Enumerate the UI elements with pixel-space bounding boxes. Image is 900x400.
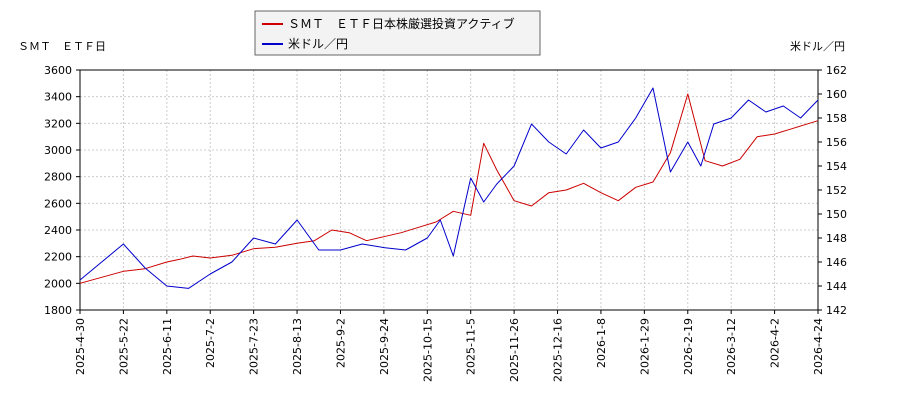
right-tick-label: 160 — [826, 88, 847, 101]
left-tick-label: 2600 — [44, 197, 72, 210]
right-tick-label: 148 — [826, 232, 847, 245]
left-tick-label: 3600 — [44, 64, 72, 77]
plot-area-border — [79, 69, 819, 311]
right-tick-label: 152 — [826, 184, 847, 197]
right-tick-label: 144 — [826, 280, 847, 293]
right-axis: 142 144 146 148 150 152 154 156 158 160 162 — [818, 64, 847, 317]
grid — [79, 69, 819, 311]
x-tick-label: 2026-1-29 — [638, 318, 651, 375]
legend: ＳＭＴ ＥＴＦ日本株厳選投資アクティブ 米ドル／円 — [254, 10, 541, 56]
x-tick-label: 2025-5-22 — [117, 318, 130, 375]
legend-box — [254, 10, 541, 56]
x-tick-label: 2025-7-23 — [248, 318, 261, 375]
x-tick-label: 2025-6-11 — [161, 318, 174, 375]
x-tick-label: 2026-4-24 — [812, 318, 825, 375]
series-line-etf — [79, 93, 819, 284]
right-tick-label: 154 — [826, 160, 847, 173]
x-tick-label: 2025-4-30 — [74, 318, 87, 375]
left-tick-label: 3200 — [44, 117, 72, 130]
legend-label-etf: ＳＭＴ ＥＴＦ日本株厳選投資アクティブ — [288, 16, 515, 31]
x-tick-label: 2026-4-2 — [769, 318, 782, 368]
x-tick-label: 2025-9-24 — [378, 318, 391, 375]
x-tick-label: 2026-2-19 — [682, 318, 695, 375]
x-tick-label: 2025-10-15 — [421, 318, 434, 382]
series — [79, 87, 819, 289]
left-tick-label: 3000 — [44, 144, 72, 157]
left-tick-label: 2800 — [44, 171, 72, 184]
left-tick-label: 1800 — [44, 304, 72, 317]
left-tick-label: 2200 — [44, 251, 72, 264]
left-axis: 1800 2000 2200 2400 2600 2800 3000 3200 3400 3600 — [44, 64, 80, 317]
right-axis-unit: 米ドル／円 — [790, 40, 845, 53]
x-tick-label: 2025-11-26 — [508, 318, 521, 382]
series-line-usdjpy — [79, 87, 819, 289]
right-tick-label: 158 — [826, 112, 847, 125]
x-tick-label: 2025-12-16 — [552, 318, 565, 382]
x-tick-label: 2025-9-2 — [334, 318, 347, 368]
right-tick-label: 156 — [826, 136, 847, 149]
x-tick-label: 2026-3-12 — [725, 318, 738, 375]
left-tick-label: 3400 — [44, 91, 72, 104]
right-tick-label: 142 — [826, 304, 847, 317]
x-tick-label: 2025-7-2 — [204, 318, 217, 368]
left-tick-label: 2400 — [44, 224, 72, 237]
right-tick-label: 162 — [826, 64, 847, 77]
x-axis: 2025-4-30 2025-5-22 2025-6-11 2025-7-2 2025-… — [74, 310, 825, 382]
left-tick-label: 2000 — [44, 277, 72, 290]
right-tick-label: 150 — [826, 208, 847, 221]
x-tick-label: 2025-11-5 — [465, 318, 478, 375]
x-tick-label: 2026-1-8 — [595, 318, 608, 368]
left-axis-unit: ＳＭＴ ＥＴＦ日 — [18, 40, 106, 53]
right-tick-label: 146 — [826, 256, 847, 269]
legend-label-usdjpy: 米ドル／円 — [288, 37, 348, 51]
x-tick-label: 2025-8-13 — [291, 318, 304, 375]
